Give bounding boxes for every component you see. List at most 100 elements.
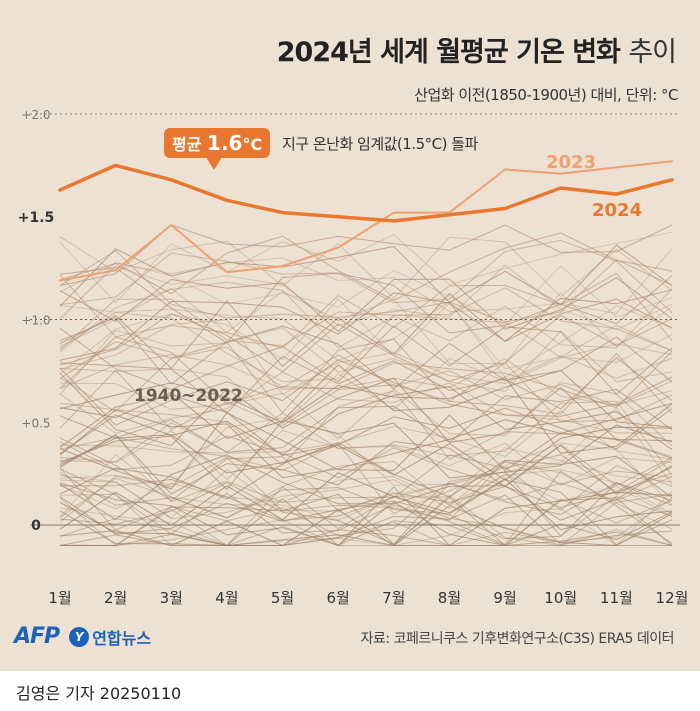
yonhap-name: 연합뉴스 bbox=[92, 628, 152, 648]
title-light: 추이 bbox=[628, 37, 677, 68]
x-axis-ticks: 1월 2월 3월 4월 5월 6월 7월 8월 9월 10월 11월 12월 bbox=[48, 589, 688, 607]
historical-line bbox=[59, 261, 673, 326]
historical-line bbox=[59, 338, 673, 415]
historical-line bbox=[59, 298, 673, 375]
historical-line bbox=[59, 410, 673, 460]
historical-line bbox=[59, 244, 673, 307]
historical-line bbox=[59, 472, 673, 546]
historical-line bbox=[59, 381, 673, 447]
historical-line bbox=[59, 498, 673, 547]
historical-line bbox=[59, 412, 673, 490]
historical-line bbox=[59, 353, 673, 406]
historical-line bbox=[59, 281, 673, 353]
historical-line bbox=[59, 364, 673, 439]
x-tick-label: 4월 bbox=[215, 589, 238, 607]
series-label-2023: 2023 bbox=[546, 152, 596, 173]
historical-line bbox=[59, 454, 673, 521]
historical-line bbox=[59, 313, 673, 382]
series-lines bbox=[58, 160, 674, 282]
average-unit: °C bbox=[242, 135, 263, 154]
average-prefix: 평균 bbox=[172, 135, 202, 154]
historical-line bbox=[59, 232, 673, 301]
historical-line bbox=[59, 426, 673, 481]
historical-line bbox=[59, 287, 673, 365]
x-tick-label: 11월 bbox=[600, 589, 633, 607]
x-tick-label: 1월 bbox=[48, 589, 71, 607]
historical-line bbox=[59, 239, 673, 314]
historical-line bbox=[59, 390, 673, 466]
yonhap-mark-icon: Y bbox=[69, 626, 90, 647]
x-tick-label: 7월 bbox=[382, 589, 405, 607]
x-tick-label: 9월 bbox=[493, 589, 516, 607]
historical-line bbox=[59, 264, 673, 331]
historical-line bbox=[59, 434, 673, 495]
historical-line bbox=[59, 468, 673, 515]
x-tick-label: 12월 bbox=[656, 589, 689, 607]
historical-line bbox=[59, 429, 673, 486]
historical-line bbox=[59, 482, 673, 547]
x-tick-label: 6월 bbox=[327, 589, 350, 607]
historical-line bbox=[59, 400, 673, 476]
data-source: 자료: 코페르니쿠스 기후변화연구소(C3S) ERA5 데이터 bbox=[360, 631, 675, 647]
historical-line bbox=[59, 419, 673, 491]
historical-range-label: 1940~2022 bbox=[134, 386, 243, 406]
historical-line bbox=[59, 248, 673, 315]
y-tick-label: +0.5 bbox=[21, 416, 50, 430]
historical-line bbox=[59, 292, 673, 370]
historical-line bbox=[59, 311, 673, 383]
historical-line bbox=[59, 362, 673, 431]
historical-line bbox=[59, 467, 673, 537]
historical-line bbox=[59, 493, 673, 547]
historical-line bbox=[59, 267, 673, 344]
historical-line bbox=[59, 441, 673, 500]
series-line-2023 bbox=[59, 160, 673, 282]
x-tick-label: 10월 bbox=[544, 589, 577, 607]
historical-lines bbox=[59, 224, 673, 547]
y-tick-label: +1.0 bbox=[21, 314, 50, 328]
historical-line bbox=[59, 355, 673, 414]
historical-line bbox=[59, 354, 673, 424]
series-label-2024: 2024 bbox=[592, 200, 642, 221]
chart-panel bbox=[0, 0, 700, 671]
y-tick-label: +2.0 bbox=[21, 108, 50, 122]
x-tick-label: 5월 bbox=[271, 589, 294, 607]
y-axis-ticks: +2.0 +1.5 +1.0 +0.5 0 bbox=[18, 108, 55, 534]
chart-subtitle: 산업화 이전(1850-1900년) 대비, 단위: °C bbox=[414, 86, 678, 104]
historical-line bbox=[59, 386, 673, 456]
historical-line bbox=[59, 434, 673, 503]
y-tick-label: 0 bbox=[31, 518, 41, 534]
historical-line bbox=[59, 491, 673, 546]
afp-logo: AFP bbox=[14, 624, 60, 649]
threshold-note: 지구 온난화 임계값(1.5°C) 돌파 bbox=[282, 135, 478, 153]
historical-line bbox=[59, 442, 673, 519]
x-tick-label: 3월 bbox=[160, 589, 183, 607]
average-value: 1.6 bbox=[207, 131, 243, 155]
historical-line bbox=[59, 388, 673, 453]
title-main: 2024년 세계 월평균 기온 변화 bbox=[276, 37, 621, 68]
historical-line bbox=[59, 236, 673, 299]
historical-line bbox=[59, 327, 673, 395]
historical-line bbox=[60, 494, 673, 546]
historical-line bbox=[59, 336, 673, 409]
average-badge: 평균 1.6°C bbox=[164, 128, 271, 170]
historical-line bbox=[59, 436, 673, 515]
reference-lines bbox=[30, 113, 680, 526]
historical-line bbox=[59, 460, 673, 530]
x-tick-label: 2월 bbox=[104, 589, 127, 607]
y-tick-label: +1.5 bbox=[18, 210, 55, 226]
series-line-2024 bbox=[58, 163, 674, 223]
historical-line bbox=[59, 498, 673, 547]
historical-line bbox=[59, 319, 673, 396]
historical-line bbox=[59, 482, 673, 540]
historical-line bbox=[59, 287, 673, 352]
historical-line bbox=[59, 346, 673, 413]
page-title: 2024년 세계 월평균 기온 변화 추이 bbox=[276, 30, 677, 69]
historical-line bbox=[59, 437, 673, 512]
historical-line bbox=[60, 454, 673, 521]
historical-line bbox=[59, 317, 673, 390]
historical-line bbox=[59, 249, 673, 323]
historical-line bbox=[59, 272, 673, 349]
historical-line bbox=[59, 224, 673, 287]
historical-line bbox=[59, 376, 673, 454]
reporter-credit: 김영은 기자 20250110 bbox=[16, 684, 182, 703]
